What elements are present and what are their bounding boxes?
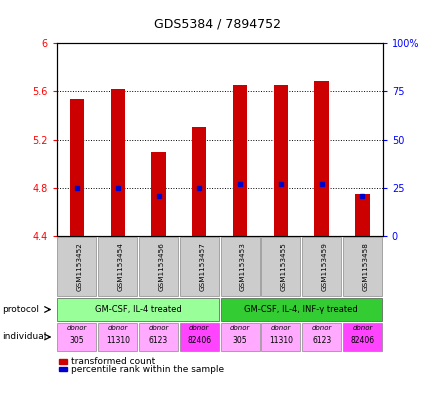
Text: 11310: 11310: [105, 336, 129, 345]
Bar: [69, 99, 84, 236]
Text: transformed count: transformed count: [71, 357, 155, 365]
Bar: [151, 152, 165, 236]
Text: donor: donor: [107, 325, 128, 331]
Bar: [192, 127, 206, 236]
Text: donor: donor: [66, 325, 87, 331]
Text: GSM1153455: GSM1153455: [280, 242, 286, 291]
Text: 305: 305: [232, 336, 247, 345]
Text: GM-CSF, IL-4 treated: GM-CSF, IL-4 treated: [95, 305, 181, 314]
Text: GSM1153453: GSM1153453: [240, 242, 246, 291]
Text: GSM1153456: GSM1153456: [158, 242, 164, 291]
Text: donor: donor: [229, 325, 250, 331]
Text: GM-CSF, IL-4, INF-γ treated: GM-CSF, IL-4, INF-γ treated: [244, 305, 357, 314]
Text: GDS5384 / 7894752: GDS5384 / 7894752: [154, 18, 280, 31]
Text: individual: individual: [2, 332, 46, 342]
Text: GSM1153452: GSM1153452: [77, 242, 83, 291]
Bar: [232, 85, 247, 236]
Text: 11310: 11310: [268, 336, 292, 345]
Text: 6123: 6123: [148, 336, 168, 345]
Text: donor: donor: [270, 325, 290, 331]
Bar: [110, 89, 125, 236]
Text: 6123: 6123: [311, 336, 331, 345]
Text: donor: donor: [189, 325, 209, 331]
Text: 82406: 82406: [187, 336, 211, 345]
Bar: [355, 194, 369, 236]
Text: donor: donor: [148, 325, 168, 331]
Text: percentile rank within the sample: percentile rank within the sample: [71, 365, 224, 373]
Text: 305: 305: [69, 336, 84, 345]
Text: protocol: protocol: [2, 305, 39, 314]
Text: 82406: 82406: [349, 336, 374, 345]
Bar: [273, 85, 287, 236]
Text: donor: donor: [311, 325, 331, 331]
Text: GSM1153458: GSM1153458: [362, 242, 368, 291]
Text: GSM1153457: GSM1153457: [199, 242, 205, 291]
Text: GSM1153459: GSM1153459: [321, 242, 327, 291]
Bar: [314, 81, 328, 236]
Text: donor: donor: [352, 325, 372, 331]
Text: GSM1153454: GSM1153454: [118, 242, 123, 291]
